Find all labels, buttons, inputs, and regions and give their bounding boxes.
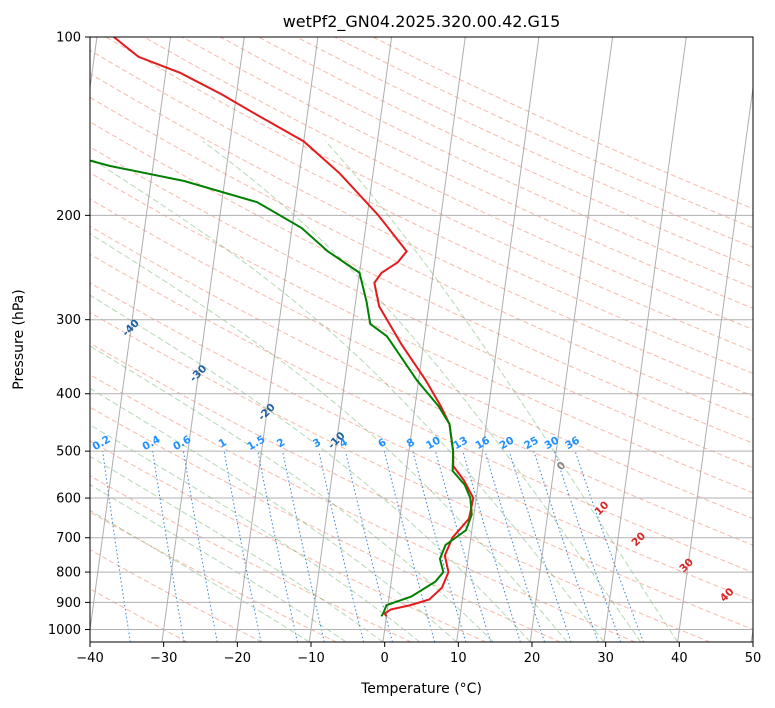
plot-area: -100-90-80-70-60-50-40-30-20-100.10.20.4… xyxy=(90,37,753,642)
isotherm-line xyxy=(603,37,687,642)
mixing-ratio-line xyxy=(508,450,572,642)
dry-adiabat-line xyxy=(90,73,753,397)
plot-frame xyxy=(89,36,754,643)
y-tick-label: 300 xyxy=(56,313,81,328)
x-tick-label: 0 xyxy=(381,651,389,666)
mixing-ratio-line xyxy=(462,451,521,642)
mixing-ratio-line xyxy=(383,451,436,642)
mixing-ratio-line xyxy=(257,451,299,642)
x-tick-label: −10 xyxy=(297,651,324,666)
dry-adiabat-line xyxy=(90,282,753,602)
y-tick-label: 900 xyxy=(56,596,81,611)
isotherms xyxy=(90,37,753,642)
dry-adiabat-line xyxy=(90,374,636,642)
isotherm-line xyxy=(90,37,172,634)
x-tick-label: −30 xyxy=(150,651,177,666)
dry-adiabat-line xyxy=(90,198,753,520)
y-tick-label: 700 xyxy=(56,531,81,546)
dry-adiabat-line xyxy=(90,406,561,642)
y-axis-ticks: 100 200 300 400 500 600 700 800 900 1000 xyxy=(48,31,90,638)
dry-adiabat-line xyxy=(90,225,753,546)
mixing-ratio-line xyxy=(533,450,599,642)
y-axis-label: Pressure (hPa) xyxy=(11,289,27,389)
isotherm-line xyxy=(382,37,466,642)
mixing-ratio-line xyxy=(282,451,325,642)
dry-adiabat-line xyxy=(90,96,753,420)
x-axis-ticks: −40 −30 −20 −10 0 10 20 30 40 50 xyxy=(76,642,761,666)
x-tick-label: 50 xyxy=(745,651,762,666)
y-tick-label: 800 xyxy=(56,566,81,581)
y-tick-label: 200 xyxy=(56,209,81,224)
dewpoint-line xyxy=(90,159,473,617)
x-tick-label: 10 xyxy=(450,651,467,666)
dry-adiabat-line xyxy=(90,549,263,642)
dry-adiabat-line xyxy=(105,37,753,352)
y-tick-label: 600 xyxy=(56,492,81,507)
dry-adiabat-line xyxy=(90,440,487,642)
mixing-ratio-line xyxy=(435,451,492,642)
isotherm-line xyxy=(161,37,245,642)
data-series xyxy=(90,37,475,617)
y-tick-label: 400 xyxy=(56,387,81,402)
chart-title: wetPf2_GN04.2025.320.00.42.G15 xyxy=(283,12,561,32)
y-tick-label: 1000 xyxy=(48,623,81,638)
mixing-ratio-line xyxy=(574,450,644,642)
mixing-ratio-line xyxy=(553,450,622,642)
isotherm-line xyxy=(456,37,540,642)
x-tick-label: 20 xyxy=(524,651,541,666)
isotherm-line xyxy=(677,84,753,642)
y-tick-label: 100 xyxy=(56,31,81,46)
x-tick-label: 40 xyxy=(671,651,688,666)
dry-adiabat-line xyxy=(90,312,753,631)
x-axis-label: Temperature (°C) xyxy=(360,681,482,697)
isotherm-line xyxy=(235,37,319,642)
isotherm-line xyxy=(308,37,393,642)
y-tick-label: 500 xyxy=(56,445,81,460)
temperature-line xyxy=(113,37,475,617)
x-tick-label: −20 xyxy=(224,651,251,666)
mixing-ratio-line xyxy=(484,450,546,642)
x-tick-label: 30 xyxy=(597,651,614,666)
mixing-ratio-line xyxy=(318,451,365,642)
dry-adiabat-line xyxy=(181,37,753,309)
isotherm-line xyxy=(529,37,614,642)
mixing-ratio-line xyxy=(412,451,467,642)
dry-adiabat-line xyxy=(143,37,753,331)
x-tick-label: −40 xyxy=(76,651,103,666)
dry-adiabat-line xyxy=(90,49,753,374)
